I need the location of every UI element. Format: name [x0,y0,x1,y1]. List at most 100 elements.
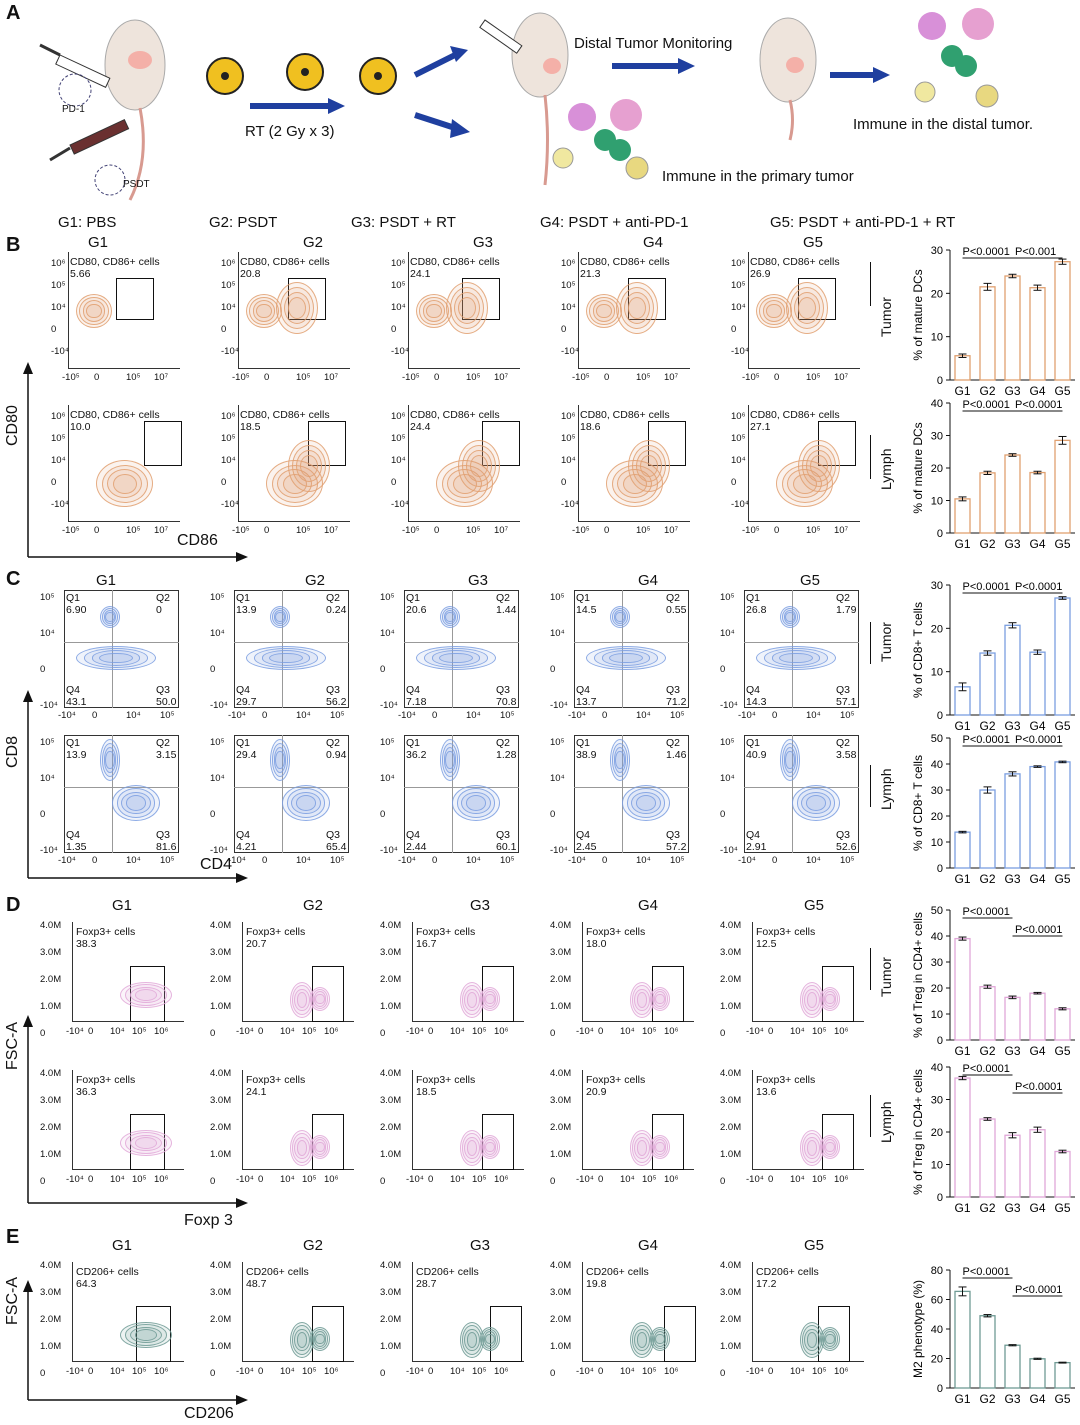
gate-value: 20.8 [240,268,261,280]
contour [112,473,137,494]
y-tick-label: 10⁶ [221,411,236,422]
x-tick-label: G1 [954,1044,970,1058]
bar [1054,1150,1071,1198]
x-tick-label: 10⁶ [664,1026,679,1037]
y-tick-label: 0 [731,324,737,335]
x-tick-label: 0 [768,1174,774,1185]
c-axis-arrows [23,690,248,883]
y-tick-label: 10⁵ [221,280,236,291]
x-tick-label: 10⁶ [494,1366,509,1377]
x-tick-label: 10⁴ [466,710,481,721]
x-tick-label: G1 [954,537,970,551]
y-tick-label: 0 [561,477,567,488]
bar [1029,1358,1046,1389]
x-tick-label: 0 [428,1026,434,1037]
x-tick-label: G5 [1054,1044,1070,1058]
p-value-label: P<0.0001 [1015,924,1062,936]
q1-value: 13.9 [66,749,87,761]
gate-box [144,421,182,466]
contour [806,992,818,1008]
x-tick-label: 10⁴ [126,855,141,866]
gate-label: CD206+ cells [246,1266,309,1278]
x-tick-label: G4 [1029,872,1045,886]
flow-plot [408,405,520,522]
x-tick-label: -10⁵ [742,372,760,383]
y-tick-label: -10⁴ [550,700,568,711]
flow-plot [68,252,180,369]
y-tick-label: 0 [937,375,943,387]
x-tick-label: 0 [602,710,608,721]
q4-value: 2.44 [406,841,427,853]
flow-plot [748,405,860,522]
y-tick-label: 10⁶ [391,258,406,269]
q4-label: Q4 [236,829,251,841]
bar [1054,261,1071,381]
x-tick-label: 10⁷ [834,525,849,536]
group-legend-g1: G1: PBS [58,214,117,231]
y-tick-label: 10⁴ [391,455,406,466]
bar [954,1077,971,1198]
q3-value: 71.2 [666,696,687,708]
bar [1054,1361,1071,1389]
y-tick-label: -10⁴ [561,346,579,357]
x-tick-label: 10⁷ [494,525,509,536]
contour [596,303,612,319]
c-group-title: G4 [638,572,659,589]
x-tick-label: 10⁵ [126,525,141,536]
q2-value: 0.94 [326,749,347,761]
gate-label: CD80, CD86+ cells [240,409,330,421]
q2-label: Q2 [836,592,851,604]
y-tick-label: 0 [731,477,737,488]
contour [825,993,835,1005]
q4-value: 4.21 [236,841,257,853]
q3-label: Q3 [836,684,851,696]
contour [86,303,102,319]
y-tick-label: 3.0M [550,1287,572,1298]
gate-label: CD80, CD86+ cells [750,409,840,421]
y-tick-label: -10⁴ [391,346,409,357]
x-tick-label: 0 [772,710,778,721]
y-tick-label: 10⁵ [731,280,746,291]
q1-label: Q1 [66,737,81,749]
flow-plot [582,922,694,1022]
contour [615,751,625,769]
q3-label: Q3 [156,684,171,696]
gate-value: 12.5 [756,938,777,950]
e-group-title: G4 [638,1237,659,1254]
flow-plot [748,252,860,369]
y-tick-label: 20 [931,288,943,300]
y-tick-label: 10⁵ [391,280,406,291]
q1-value: 26.8 [746,604,767,616]
q4-label: Q4 [236,684,251,696]
bar [979,1315,996,1389]
syringe-icon [39,43,111,88]
y-tick-label: 10⁵ [391,433,406,444]
x-tick-label: 0 [94,372,100,383]
contour [655,1333,665,1345]
q4-label: Q4 [66,684,81,696]
radiation-icon [359,57,397,95]
x-tick-label: 10⁴ [466,855,481,866]
x-tick-label: -10⁵ [402,372,420,383]
bar [979,472,996,534]
x-tick-label: 0 [262,855,268,866]
y-tick-label: 0 [550,1028,556,1039]
y-tick-label: 3.0M [40,947,62,958]
contour [806,1140,818,1156]
bar [954,355,971,381]
y-tick-label: -10⁴ [51,499,69,510]
immune-cells-icon [552,99,649,180]
q3-label: Q3 [156,829,171,841]
q3-label: Q3 [666,829,681,841]
q3-label: Q3 [326,829,341,841]
gate-label: Foxp3+ cells [416,1074,476,1086]
gate-label: Foxp3+ cells [246,1074,306,1086]
group-legend-g3: G3: PSDT + RT [351,214,456,231]
gate-label: Foxp3+ cells [76,926,136,938]
x-tick-label: 0 [258,1174,264,1185]
x-tick-label: 10⁷ [324,525,339,536]
y-tick-label: 2.0M [40,974,62,985]
x-tick-label: -10⁴ [398,855,416,866]
y-tick-label: 4.0M [40,1068,62,1079]
